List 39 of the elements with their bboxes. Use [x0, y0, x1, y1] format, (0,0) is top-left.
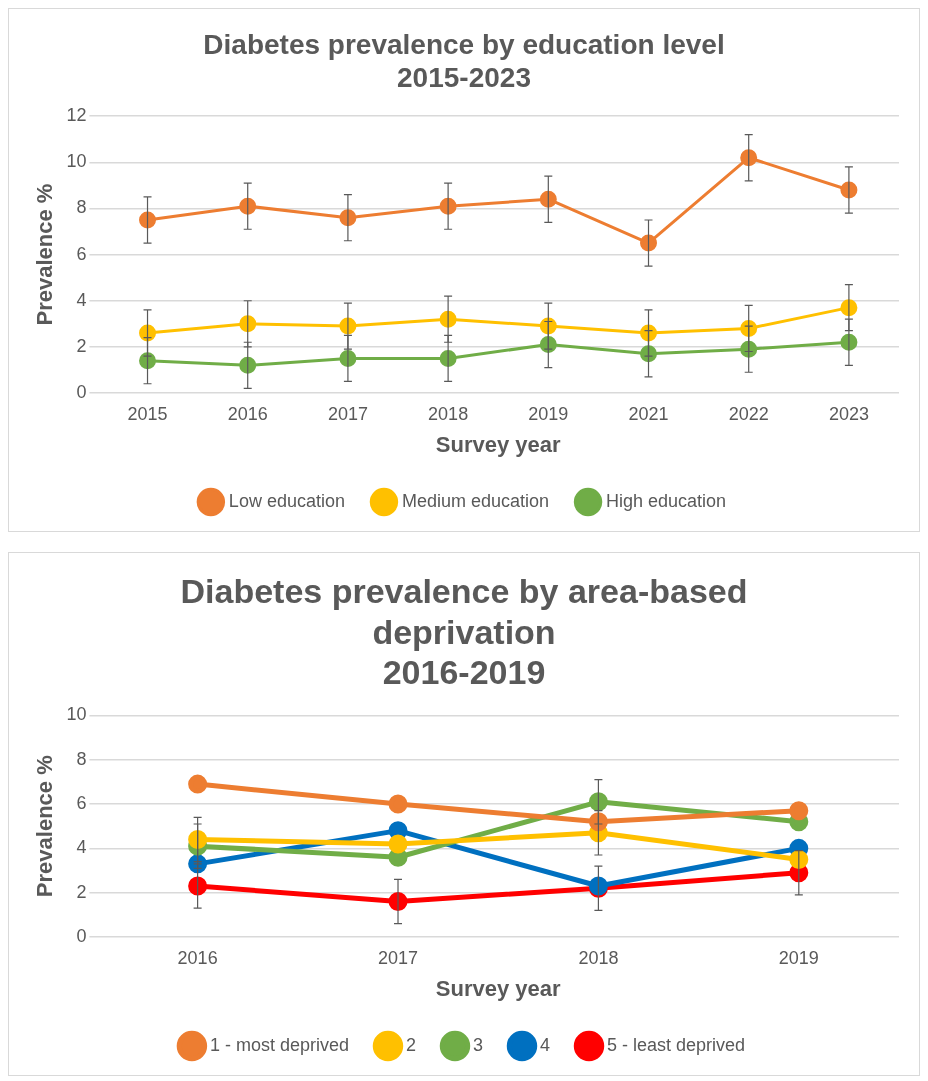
x-tick-label: 2015 [127, 403, 168, 424]
legend-label: 1 - most deprived [209, 1034, 349, 1055]
legend-label: 3 [472, 1034, 483, 1055]
x-tick-label: 2016 [177, 947, 218, 968]
x-tick-label: 2019 [778, 947, 819, 968]
x-tick-label: 2018 [428, 403, 469, 424]
y-tick-label: 0 [76, 925, 87, 946]
y-axis-title: Prevalence % [32, 183, 58, 326]
legend-label: 4 [540, 1034, 551, 1055]
x-axis-title: Survey year [435, 431, 562, 457]
x-tick-label: 2023 [828, 403, 869, 424]
legend-label: 2 [405, 1034, 416, 1055]
y-tick-label: 4 [76, 289, 87, 310]
x-tick-label: 2018 [578, 947, 619, 968]
chart-title: Diabetes prevalence by area-based deprivation 2016-2019 [180, 571, 748, 692]
y-tick-label: 2 [76, 335, 87, 356]
y-tick-label: 8 [76, 748, 87, 769]
y-tick-label: 6 [76, 243, 87, 264]
x-tick-label: 2021 [628, 403, 669, 424]
x-tick-label: 2022 [728, 403, 769, 424]
x-tick-label: 2017 [377, 947, 419, 968]
y-tick-label: 10 [66, 151, 87, 172]
y-tick-label: 2 [76, 881, 87, 902]
legend-label: Low education [228, 490, 345, 511]
y-tick-label: 12 [66, 105, 87, 126]
y-tick-label: 0 [76, 381, 87, 402]
legend-label: High education [606, 490, 727, 511]
x-tick-label: 2017 [327, 403, 368, 424]
legend-label: Medium education [401, 490, 550, 511]
y-tick-label: 10 [66, 704, 87, 725]
x-tick-label: 2019 [528, 403, 569, 424]
x-tick-label: 2016 [227, 403, 268, 424]
y-axis-title: Prevalence % [32, 755, 58, 898]
y-tick-label: 4 [76, 837, 87, 858]
legend-label: 5 - least deprived [607, 1034, 746, 1055]
x-axis-title: Survey year [435, 975, 562, 1001]
chart-title: Diabetes prevalence by education level 2015-2023 [203, 28, 725, 94]
y-tick-label: 8 [76, 197, 87, 218]
y-tick-label: 6 [76, 793, 87, 814]
